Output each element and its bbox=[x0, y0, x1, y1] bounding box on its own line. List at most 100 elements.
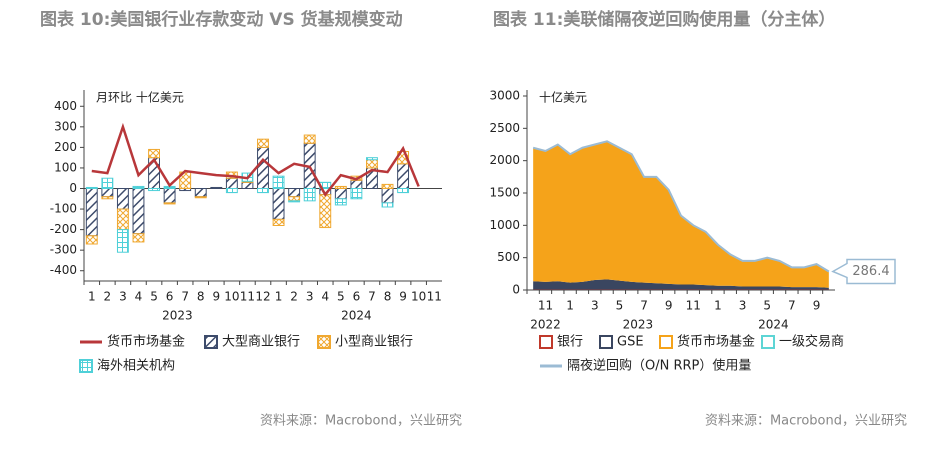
bar-segment bbox=[273, 176, 284, 188]
bar-segment bbox=[86, 236, 97, 244]
y-tick-label: 0 bbox=[69, 181, 77, 195]
x-tick-label: 2 bbox=[104, 290, 112, 304]
legend-label: GSE bbox=[617, 335, 644, 350]
y-tick-label: -400 bbox=[50, 263, 77, 277]
x-tick-label: 6 bbox=[353, 290, 361, 304]
x-tick-label: 9 bbox=[813, 299, 821, 313]
bar-segment bbox=[382, 203, 393, 207]
x-tick-label: 4 bbox=[135, 290, 143, 304]
bar-segment bbox=[242, 182, 253, 188]
x-tick-label: 11 bbox=[427, 290, 442, 304]
bar-segment bbox=[398, 164, 409, 189]
bar-segment bbox=[351, 189, 362, 199]
legend-label: 隔夜逆回购（O/N RRP）使用量 bbox=[567, 358, 751, 374]
source: 资料来源：Macrobond，兴业研究 bbox=[260, 414, 462, 429]
bar-segment bbox=[367, 160, 378, 168]
x-tick-label: 1 bbox=[275, 290, 283, 304]
bar-segment bbox=[86, 189, 97, 236]
legend-label: 货币市场基金 bbox=[677, 334, 755, 350]
bar-segment bbox=[195, 189, 206, 197]
bar-segment bbox=[164, 189, 175, 203]
x-tick-label: 1 bbox=[714, 299, 722, 313]
x-tick-label: 5 bbox=[763, 299, 771, 313]
source: 资料来源：Macrobond，兴业研究 bbox=[705, 414, 907, 429]
x-tick-label: 3 bbox=[306, 290, 314, 304]
year-label: 2024 bbox=[758, 318, 789, 332]
x-tick-label: 9 bbox=[212, 290, 220, 304]
bar-segment bbox=[320, 195, 331, 228]
bar-segment bbox=[335, 186, 346, 188]
x-tick-label: 2 bbox=[290, 290, 298, 304]
x-tick-label: 7 bbox=[640, 299, 648, 313]
bar-segment bbox=[211, 187, 222, 188]
legend-label: 小型商业银行 bbox=[335, 335, 413, 350]
bar-segment bbox=[273, 219, 284, 225]
x-tick-label: 6 bbox=[166, 290, 174, 304]
bar-segment bbox=[117, 189, 128, 210]
bar-segment bbox=[86, 187, 97, 188]
bar-segment bbox=[289, 197, 300, 201]
y-tick-label: -300 bbox=[50, 243, 77, 257]
legend-swatch bbox=[80, 360, 92, 372]
chart-title: 图表 11:美联储隔夜逆回购使用量（分主体） bbox=[493, 9, 835, 30]
bar-segment bbox=[335, 199, 346, 205]
bar-segment bbox=[304, 189, 315, 201]
legend-label: 大型商业银行 bbox=[222, 335, 300, 350]
bar-segment bbox=[117, 230, 128, 253]
x-tick-label: 10 bbox=[411, 290, 426, 304]
legend-label: 货币市场基金 bbox=[107, 334, 185, 350]
x-tick-label: 1 bbox=[566, 299, 574, 313]
y-tick-label: 1000 bbox=[489, 218, 520, 232]
bar-segment bbox=[289, 201, 300, 202]
x-tick-label: 8 bbox=[197, 290, 205, 304]
x-tick-label: 9 bbox=[399, 290, 407, 304]
y-tick-label: 200 bbox=[54, 140, 77, 154]
legend-label: 银行 bbox=[557, 335, 583, 350]
x-tick-label: 3 bbox=[591, 299, 599, 313]
y-tick-label: 1500 bbox=[489, 186, 520, 200]
x-tick-label: 5 bbox=[616, 299, 624, 313]
chart-title: 图表 10:美国银行业存款变动 VS 货基规模变动 bbox=[40, 9, 403, 30]
y-tick-label: 2500 bbox=[489, 121, 520, 135]
x-tick-label: 11 bbox=[538, 299, 553, 313]
bar-segment bbox=[382, 189, 393, 203]
bar-segment bbox=[117, 209, 128, 230]
legend-swatch bbox=[205, 336, 217, 348]
bar-segment bbox=[102, 178, 113, 188]
y-tick-label: 400 bbox=[54, 99, 77, 113]
bar-segment bbox=[133, 234, 144, 242]
x-tick-label: 3 bbox=[739, 299, 747, 313]
legend-label: 海外相关机构 bbox=[97, 359, 175, 374]
x-tick-label: 11 bbox=[240, 290, 255, 304]
unit-label: 十亿美元 bbox=[539, 90, 587, 105]
x-tick-label: 3 bbox=[119, 290, 127, 304]
legend-label: 一级交易商 bbox=[779, 334, 844, 350]
y-tick-label: 2000 bbox=[489, 153, 520, 167]
bar-segment bbox=[149, 189, 160, 191]
bar-segment bbox=[102, 189, 113, 197]
bar-segment bbox=[382, 184, 393, 188]
y-tick-label: 300 bbox=[54, 119, 77, 133]
year-label: 2023 bbox=[162, 309, 193, 323]
legend-swatch bbox=[318, 336, 330, 348]
y-tick-label: 500 bbox=[497, 250, 520, 264]
legend-swatch bbox=[660, 336, 672, 348]
unit-label: 月环比 十亿美元 bbox=[96, 90, 184, 105]
bar-segment bbox=[273, 189, 284, 220]
x-tick-label: 7 bbox=[788, 299, 796, 313]
bar-segment bbox=[133, 189, 144, 234]
bar-segment bbox=[351, 180, 362, 188]
legend-swatch bbox=[540, 336, 552, 348]
x-tick-label: 4 bbox=[321, 290, 329, 304]
bar-segment bbox=[367, 158, 378, 160]
annotation-label: 286.4 bbox=[852, 264, 889, 279]
bar-segment bbox=[258, 189, 269, 193]
x-tick-label: 1 bbox=[88, 290, 96, 304]
legend-swatch bbox=[762, 336, 774, 348]
bar-segment bbox=[289, 189, 300, 197]
year-label: 2022 bbox=[530, 318, 561, 332]
y-tick-label: 0 bbox=[512, 283, 520, 297]
x-tick-label: 5 bbox=[337, 290, 345, 304]
bar-segment bbox=[258, 147, 269, 188]
